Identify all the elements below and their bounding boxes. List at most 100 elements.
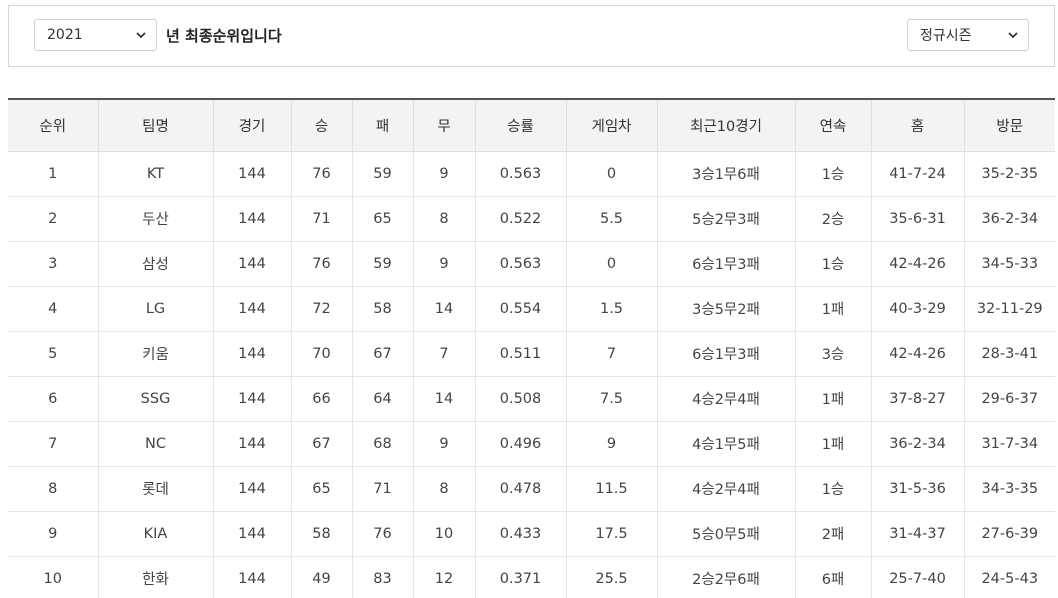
year-select[interactable]: 2021	[34, 19, 157, 51]
cell-draws: 9	[412, 241, 475, 287]
cell-losses: 83	[351, 556, 413, 598]
cell-wins: 66	[290, 376, 352, 422]
cell-draws: 10	[412, 511, 475, 557]
table-row: 10 한화 144 49 83 12 0.371 25.5 2승2무6패 6패 25-7-40 24-…	[8, 556, 1055, 598]
cell-games-behind: 25.5	[565, 556, 657, 598]
cell-last10: 3승5무2패	[656, 286, 795, 332]
header-wins: 승	[290, 98, 352, 152]
cell-losses: 65	[351, 196, 413, 242]
header-home: 홈	[870, 98, 964, 152]
cell-rank: 3	[8, 241, 98, 287]
cell-games: 144	[212, 376, 291, 422]
cell-streak: 2승	[794, 196, 871, 242]
cell-streak: 2패	[794, 511, 871, 557]
cell-last10: 4승2무4패	[656, 376, 795, 422]
cell-rank: 8	[8, 466, 98, 512]
cell-team: LG	[97, 286, 213, 332]
cell-home: 25-7-40	[870, 556, 964, 598]
cell-away: 34-5-33	[963, 241, 1055, 287]
table-row: 8 롯데 144 65 71 8 0.478 11.5 4승2무4패 1승 31-5-36 34-3-…	[8, 466, 1055, 512]
cell-games: 144	[212, 466, 291, 512]
cell-draws: 7	[412, 331, 475, 377]
cell-team: KIA	[97, 511, 213, 557]
cell-team: 한화	[97, 556, 213, 598]
cell-streak: 3승	[794, 331, 871, 377]
cell-last10: 4승2무4패	[656, 466, 795, 512]
cell-home: 42-4-26	[870, 241, 964, 287]
cell-draws: 8	[412, 466, 475, 512]
cell-streak: 1패	[794, 376, 871, 422]
cell-last10: 2승2무6패	[656, 556, 795, 598]
table-row: 2 두산 144 71 65 8 0.522 5.5 5승2무3패 2승 35-6-31 36-2-3…	[8, 196, 1055, 242]
cell-rank: 10	[8, 556, 98, 598]
cell-away: 35-2-35	[963, 151, 1055, 197]
cell-rank: 1	[8, 151, 98, 197]
cell-away: 29-6-37	[963, 376, 1055, 422]
cell-losses: 59	[351, 151, 413, 197]
table-row: 4 LG 144 72 58 14 0.554 1.5 3승5무2패 1패 40-3-29 32-11…	[8, 286, 1055, 332]
cell-team: NC	[97, 421, 213, 467]
cell-win-pct: 0.371	[474, 556, 566, 598]
cell-win-pct: 0.508	[474, 376, 566, 422]
cell-wins: 71	[290, 196, 352, 242]
cell-losses: 71	[351, 466, 413, 512]
header-losses: 패	[351, 98, 413, 152]
cell-games-behind: 0	[565, 151, 657, 197]
cell-games-behind: 7.5	[565, 376, 657, 422]
cell-win-pct: 0.433	[474, 511, 566, 557]
cell-rank: 9	[8, 511, 98, 557]
cell-losses: 64	[351, 376, 413, 422]
cell-last10: 4승1무5패	[656, 421, 795, 467]
cell-games: 144	[212, 241, 291, 287]
cell-rank: 7	[8, 421, 98, 467]
cell-wins: 76	[290, 241, 352, 287]
cell-team: 키움	[97, 331, 213, 377]
cell-home: 31-5-36	[870, 466, 964, 512]
cell-last10: 6승1무3패	[656, 331, 795, 377]
header-draws: 무	[412, 98, 475, 152]
cell-games: 144	[212, 511, 291, 557]
cell-last10: 5승2무3패	[656, 196, 795, 242]
cell-streak: 1승	[794, 466, 871, 512]
cell-games-behind: 5.5	[565, 196, 657, 242]
table-row: 9 KIA 144 58 76 10 0.433 17.5 5승0무5패 2패 31-4-37 27-…	[8, 511, 1055, 557]
cell-losses: 59	[351, 241, 413, 287]
cell-home: 40-3-29	[870, 286, 964, 332]
filter-bar: 2021 년 최종순위입니다 정규시즌	[8, 5, 1055, 67]
cell-rank: 2	[8, 196, 98, 242]
cell-losses: 58	[351, 286, 413, 332]
cell-away: 34-3-35	[963, 466, 1055, 512]
cell-games-behind: 11.5	[565, 466, 657, 512]
cell-team: 롯데	[97, 466, 213, 512]
cell-draws: 12	[412, 556, 475, 598]
cell-games: 144	[212, 421, 291, 467]
cell-home: 35-6-31	[870, 196, 964, 242]
cell-games: 144	[212, 151, 291, 197]
cell-games: 144	[212, 286, 291, 332]
header-team: 팀명	[97, 98, 213, 152]
cell-streak: 1패	[794, 421, 871, 467]
cell-streak: 6패	[794, 556, 871, 598]
cell-games-behind: 9	[565, 421, 657, 467]
cell-games: 144	[212, 196, 291, 242]
cell-draws: 14	[412, 376, 475, 422]
header-row: 순위 팀명 경기 승 패 무 승률 게임차 최근10경기 연속 홈 방문	[8, 98, 1055, 152]
table-row: 6 SSG 144 66 64 14 0.508 7.5 4승2무4패 1패 37-8-27 29-6…	[8, 376, 1055, 422]
cell-wins: 49	[290, 556, 352, 598]
cell-win-pct: 0.478	[474, 466, 566, 512]
cell-streak: 1승	[794, 241, 871, 287]
table-row: 1 KT 144 76 59 9 0.563 0 3승1무6패 1승 41-7-24 35-2-35	[8, 151, 1055, 197]
header-rank: 순위	[8, 98, 98, 152]
standings-table: 순위 팀명 경기 승 패 무 승률 게임차 최근10경기 연속 홈 방문 1 KT…	[8, 98, 1055, 598]
season-select[interactable]: 정규시즌	[907, 19, 1029, 51]
year-select-value: 2021	[47, 27, 83, 43]
cell-home: 37-8-27	[870, 376, 964, 422]
cell-team: 삼성	[97, 241, 213, 287]
cell-home: 36-2-34	[870, 421, 964, 467]
cell-games-behind: 7	[565, 331, 657, 377]
cell-wins: 72	[290, 286, 352, 332]
cell-win-pct: 0.554	[474, 286, 566, 332]
season-select-value: 정규시즌	[920, 28, 972, 44]
table-row: 7 NC 144 67 68 9 0.496 9 4승1무5패 1패 36-2-34 31-7-34	[8, 421, 1055, 467]
table-row: 5 키움 144 70 67 7 0.511 7 6승1무3패 3승 42-4-26 28-3-41	[8, 331, 1055, 377]
